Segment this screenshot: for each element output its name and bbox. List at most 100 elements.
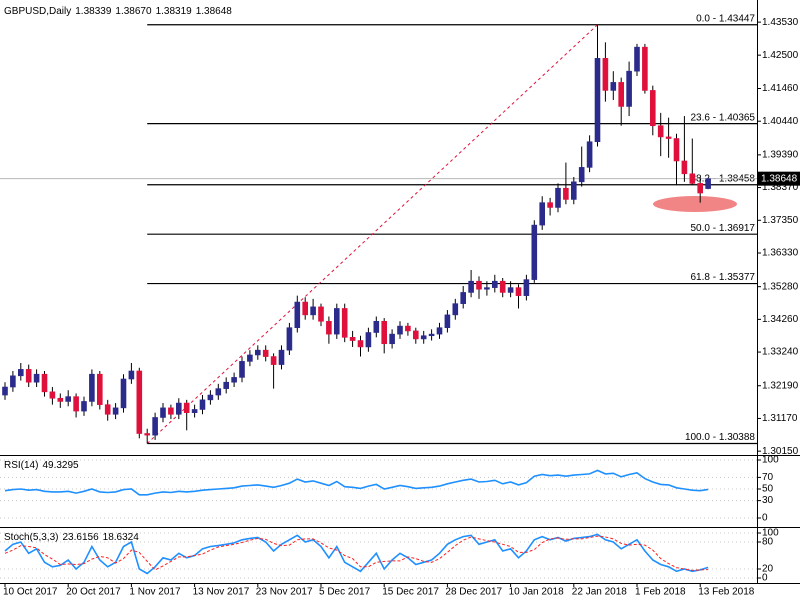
candle-body (286, 327, 293, 351)
y-tick-label: 1.34260 (762, 314, 799, 325)
candle-body (373, 320, 380, 333)
candle-body (357, 340, 364, 348)
indicator-line (4, 533, 709, 575)
candle-body (515, 287, 522, 296)
candle-body (570, 181, 577, 200)
stoch-main-value: 23.6156 (62, 532, 99, 543)
candle-body (136, 370, 143, 434)
candle-body (476, 280, 482, 290)
candle-body (618, 82, 625, 107)
x-tick-label: 10 Jan 2018 (509, 587, 564, 598)
fib-label: 100.0 - 1.30388 (685, 432, 755, 443)
y-tick-label: 1.40440 (762, 116, 799, 127)
candle-body (278, 349, 285, 365)
y-tick-label: 70 (762, 472, 774, 483)
candle-body (239, 361, 245, 378)
candle-body (270, 356, 277, 365)
y-tick-label: 1.42500 (762, 50, 799, 61)
candle-body (484, 287, 490, 290)
y-tick-label: 20 (762, 564, 774, 575)
candle-body (349, 337, 356, 341)
x-tick-label: 23 Nov 2017 (256, 587, 313, 598)
candle-body (381, 320, 388, 345)
candle-body (523, 279, 530, 296)
candle-body (41, 373, 48, 393)
rsi-name: RSI(14) (4, 460, 38, 471)
candle-body (255, 349, 261, 356)
candle-body (89, 373, 95, 402)
candle-body (626, 70, 632, 107)
rsi-value: 49.3295 (42, 460, 79, 471)
candle-body (539, 202, 546, 226)
candle-body (120, 378, 127, 409)
candle-body (49, 391, 56, 399)
fib-trend (146, 24, 598, 444)
fib-label: 50.0 - 1.36917 (691, 223, 756, 234)
candle-body (491, 280, 498, 288)
candle-body (144, 433, 150, 436)
open-value: 1.38339 (75, 6, 112, 17)
candle-body (642, 46, 648, 91)
candle-body (412, 330, 419, 340)
highlight-ellipse (653, 196, 737, 212)
y-tick-label: 1.39390 (762, 150, 799, 161)
candle-body (420, 335, 427, 340)
candle-body (57, 397, 64, 402)
indicator-line (4, 535, 709, 571)
candle-body (555, 187, 561, 208)
stoch-title: Stoch(5,3,3) 23.6156 18.6324 (4, 532, 139, 543)
candle-body (318, 306, 324, 322)
candle-body (73, 396, 79, 412)
candle-body (405, 325, 411, 332)
candle-body (594, 58, 601, 143)
last-price-label: 1.38648 (761, 173, 798, 184)
fib-label: 61.8 - 1.35377 (691, 272, 756, 283)
stoch-name: Stoch(5,3,3) (4, 532, 58, 543)
candle-body (649, 90, 656, 126)
candle-body (602, 58, 609, 91)
x-tick-label: 22 Jan 2018 (572, 587, 627, 598)
candle-body (531, 224, 538, 280)
candle-body (104, 404, 111, 415)
candle-body (452, 303, 459, 316)
x-tick-label: 5 Dec 2017 (319, 587, 371, 598)
candle-body (231, 377, 237, 383)
candle-body (681, 160, 688, 175)
candle-body (697, 183, 704, 194)
candle-body (168, 407, 174, 415)
y-tick-label: 1.30150 (762, 446, 799, 457)
y-tick-label: 0 (762, 573, 768, 584)
y-tick-label: 0 (762, 513, 768, 524)
candle-body (262, 349, 269, 357)
candle-body (436, 327, 443, 335)
y-tick-label: 50 (762, 484, 774, 495)
y-tick-label: 1.32190 (762, 380, 799, 391)
candle-body (507, 287, 514, 293)
x-tick-label: 13 Nov 2017 (193, 587, 250, 598)
x-tick-label: 13 Feb 2018 (698, 587, 755, 598)
candle-body (223, 381, 229, 389)
low-value: 1.38319 (156, 6, 193, 17)
candle-body (2, 386, 8, 396)
candle-body (460, 292, 467, 304)
x-tick-label: 28 Dec 2017 (445, 587, 502, 598)
x-tick-label: 1 Nov 2017 (129, 587, 181, 598)
candle-body (634, 46, 640, 72)
candle-body (25, 369, 32, 383)
candle-body (499, 280, 506, 293)
y-tick-label: 1.41460 (762, 83, 799, 94)
candle-body (247, 354, 253, 362)
high-value: 1.38670 (115, 6, 152, 17)
candle-body (97, 373, 103, 405)
candle-body (199, 399, 206, 410)
candle-body (444, 314, 451, 329)
candle-body (673, 138, 680, 162)
y-tick-label: 1.36330 (762, 248, 799, 259)
x-tick-label: 15 Dec 2017 (382, 587, 439, 598)
y-tick-label: 80 (762, 537, 774, 548)
candle-body (389, 333, 395, 345)
y-tick-label: 30 (762, 495, 774, 506)
